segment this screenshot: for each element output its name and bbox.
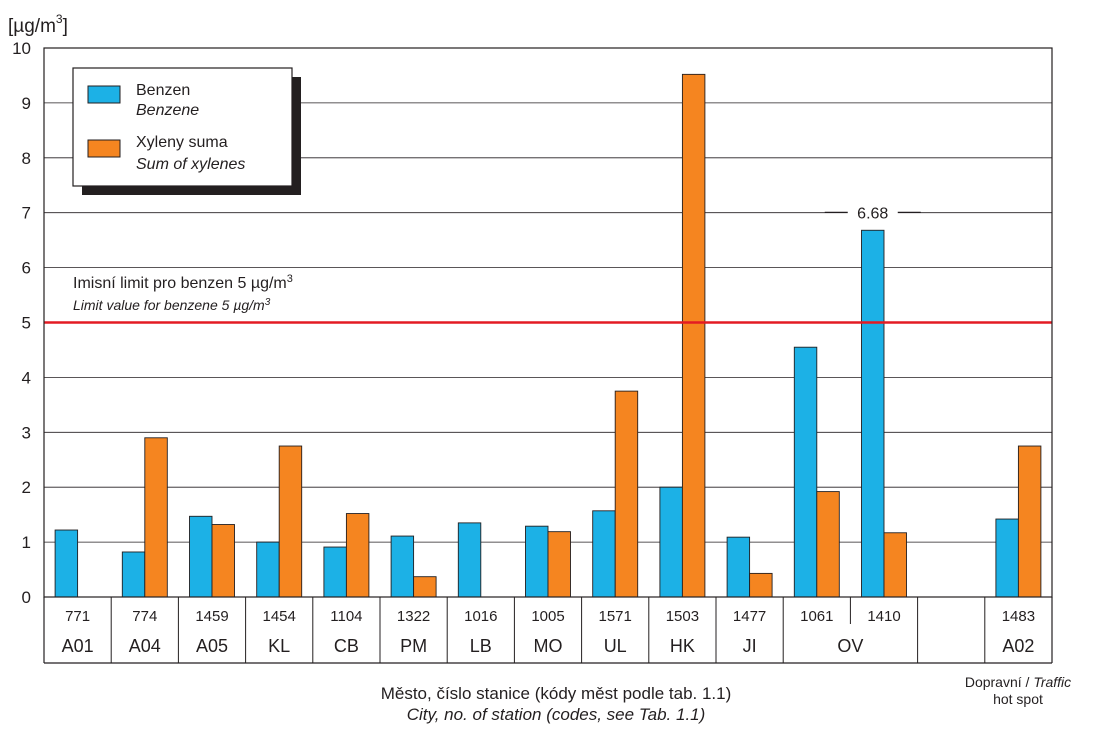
station-label: 1322	[397, 608, 430, 625]
station-label: 1571	[599, 608, 632, 625]
y-unit-label: [µg/m3]	[8, 12, 68, 37]
bar-benzene-1503	[659, 486, 683, 598]
station-label: 1410	[867, 608, 900, 625]
bar-xylenes-1571	[614, 390, 639, 598]
bar-benzene-1571	[592, 510, 616, 598]
bar-xylenes-1459	[211, 524, 235, 598]
annotation-background	[847, 202, 898, 223]
y-tick-label: 2	[22, 478, 31, 497]
bar-benzene-774	[121, 551, 146, 598]
legend-label-benzene: Benzen	[136, 82, 190, 99]
y-tick-label: 10	[12, 39, 31, 58]
bar-benzene-1477	[726, 536, 751, 598]
bar-benzene-1322	[390, 535, 415, 598]
station-label: 771	[65, 608, 90, 625]
bar-benzene-771	[54, 529, 79, 598]
bar-benzene-1459	[189, 515, 213, 598]
station-label: 1454	[263, 608, 296, 625]
legend: Benzen Benzene Xyleny suma Sum of xylene…	[72, 67, 301, 195]
y-tick-label: 0	[22, 588, 31, 607]
legend-label-benzene-en: Benzene	[136, 102, 199, 119]
bar-benzene-1454	[256, 541, 280, 598]
bar-xylenes-1005	[547, 531, 571, 598]
city-label: PM	[400, 636, 427, 656]
station-label: 1061	[800, 608, 833, 625]
station-label: 1104	[330, 608, 362, 625]
bar-benzene-1016	[457, 522, 482, 598]
bar-benzene-1061	[793, 346, 818, 598]
bars	[54, 73, 1042, 598]
bar-xylenes-1104	[345, 513, 370, 598]
city-label: CB	[334, 636, 359, 656]
y-tick-label: 6	[22, 259, 31, 278]
category-table: 771 A01 774 A04 1459 A05 1454 KL 1104 CB 1322 PM 101…	[43, 597, 1053, 664]
limit-label-cz: Imisní limit pro benzen 5 µg/m3	[73, 273, 293, 292]
y-tick-label: 9	[22, 94, 31, 113]
city-label: A02	[1002, 636, 1034, 656]
city-label: A05	[196, 636, 228, 656]
annotation-value: 6.68	[857, 205, 888, 222]
bar-xylenes-1477	[749, 572, 773, 598]
city-label: KL	[268, 636, 290, 656]
traffic-label: Dopravní / Traffic	[965, 674, 1071, 690]
city-label: UL	[604, 636, 627, 656]
city-label: A04	[129, 636, 161, 656]
y-tick-label: 8	[22, 149, 31, 168]
city-label: MO	[534, 636, 563, 656]
bar-benzene-1104	[323, 546, 347, 598]
city-label: HK	[670, 636, 695, 656]
bar-benzene-1410	[861, 229, 885, 598]
city-label: LB	[470, 636, 492, 656]
station-label: 1503	[666, 608, 699, 625]
bar-xylenes-1410	[883, 532, 907, 598]
city-label: OV	[837, 636, 863, 656]
station-label: 1016	[464, 608, 497, 625]
bar-benzene-1005	[525, 525, 549, 598]
bar-xylenes-1454	[278, 445, 303, 598]
bar-xylenes-1483	[1017, 445, 1042, 598]
city-label: JI	[743, 636, 757, 656]
legend-label-xylenes: Xyleny suma	[136, 134, 228, 151]
station-label: 774	[132, 608, 157, 625]
legend-swatch-benzene	[87, 85, 121, 104]
bar-xylenes-774	[144, 437, 168, 598]
y-tick-label: 4	[22, 368, 31, 387]
y-tick-label: 1	[22, 533, 31, 552]
legend-label-xylenes-en: Sum of xylenes	[136, 156, 245, 173]
bar-xylenes-1061	[816, 491, 840, 598]
station-label: 1459	[195, 608, 228, 625]
x-axis-label-cz: Město, číslo stanice (kódy měst podle ta…	[381, 684, 732, 703]
bar-xylenes-1322	[413, 576, 437, 598]
station-label: 1477	[733, 608, 766, 625]
x-axis-label-en: City, no. of station (codes, see Tab. 1.…	[407, 705, 706, 724]
traffic-label-2: hot spot	[993, 691, 1043, 707]
bar-benzene-1483	[995, 518, 1019, 598]
station-label: 1005	[531, 608, 564, 625]
y-tick-label: 3	[22, 423, 31, 442]
station-label: 1483	[1002, 608, 1035, 625]
plot-frame	[43, 47, 1053, 598]
city-label: A01	[62, 636, 94, 656]
y-tick-label: 7	[22, 204, 31, 223]
limit-label-en: Limit value for benzene 5 µg/m3	[73, 297, 271, 313]
y-tick-label: 5	[22, 314, 31, 333]
legend-swatch-xylenes	[87, 139, 121, 158]
bar-xylenes-1503	[681, 73, 706, 598]
y-tick-labels: 0 1 2 3 4 5 6 7 8 9 10	[12, 39, 31, 607]
